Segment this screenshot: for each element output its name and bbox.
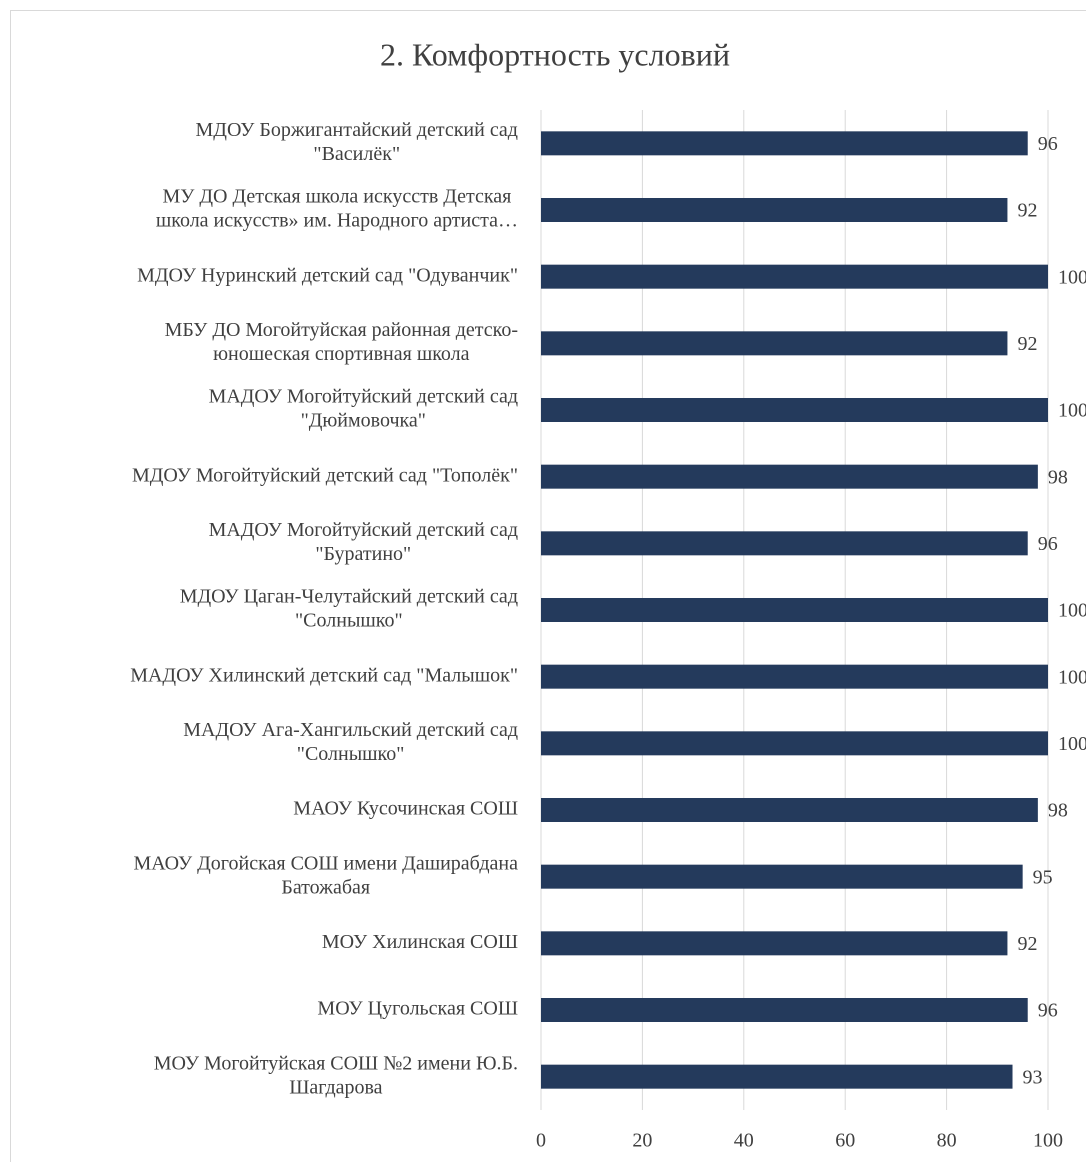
bar — [541, 1064, 1013, 1089]
y-tick-label: МАОУ Кусочинская СОШ — [293, 798, 518, 820]
y-tick-label: МАОУ Догойская СОШ имени Даширабдана — [133, 852, 518, 874]
data-label: 98 — [1048, 466, 1068, 488]
x-tick-label: 80 — [937, 1130, 957, 1152]
y-tick-label: МОУ Могойтуйская СОШ №2 имени Ю.Б. — [154, 1052, 518, 1074]
y-tick-label: МУ ДО Детская школа искусств Детская — [162, 186, 511, 208]
data-label: 100 — [1058, 266, 1086, 288]
bar — [541, 131, 1028, 156]
y-tick-label: Батожабая — [281, 876, 370, 898]
y-tick-label: МБУ ДО Могойтуйская районная детско- — [165, 319, 518, 341]
bar — [541, 464, 1038, 489]
data-label: 100 — [1058, 733, 1086, 755]
y-tick-label: юношеская спортивная школа — [213, 343, 470, 365]
y-tick-label: школа искусств» им. Народного артиста… — [156, 210, 518, 232]
bar — [541, 731, 1048, 756]
y-tick-label: "Солнышко" — [295, 610, 403, 632]
y-tick-label: МДОУ Боржигантайский детский сад — [196, 119, 518, 141]
y-tick-label: МДОУ Цаган-Челутайский детский сад — [180, 586, 518, 608]
bar — [541, 264, 1048, 289]
bar — [541, 864, 1023, 889]
y-tick-label: МАДОУ Могойтуйский детский сад — [209, 519, 518, 541]
y-tick-label: Шагдарова — [289, 1076, 382, 1098]
data-label: 92 — [1017, 200, 1037, 222]
data-label: 95 — [1033, 866, 1053, 888]
data-label: 93 — [1023, 1066, 1043, 1088]
y-tick-label: МАДОУ Ага-Хангильский детский сад — [183, 719, 518, 741]
y-tick-label: МДОУ Нуринский детский сад "Одуванчик" — [137, 264, 518, 286]
data-label: 96 — [1038, 1000, 1058, 1022]
bar — [541, 931, 1008, 956]
y-tick-label: "Дюймовочка" — [301, 410, 426, 432]
data-label: 100 — [1058, 400, 1086, 422]
y-tick-label: "Буратино" — [315, 543, 411, 565]
x-tick-label: 0 — [536, 1130, 546, 1152]
x-tick-label: 60 — [835, 1130, 855, 1152]
y-tick-label: МАДОУ Хилинский детский сад "Малышок" — [130, 664, 518, 686]
x-tick-label: 40 — [734, 1130, 754, 1152]
data-label: 100 — [1058, 666, 1086, 688]
data-label: 92 — [1017, 933, 1037, 955]
x-tick-label: 20 — [632, 1130, 652, 1152]
bar — [541, 398, 1048, 422]
x-tick-label: 100 — [1033, 1130, 1063, 1152]
chart-border — [10, 10, 1086, 1162]
y-tick-label: "Солнышко" — [297, 743, 405, 765]
chart-title: 2. Комфортность условий — [380, 36, 730, 72]
bar — [541, 664, 1048, 689]
data-label: 100 — [1058, 600, 1086, 622]
bar — [541, 998, 1028, 1022]
bar — [541, 798, 1038, 822]
y-tick-label: МОУ Хилинская СОШ — [322, 931, 518, 953]
bar — [541, 198, 1008, 222]
bar — [541, 531, 1028, 556]
y-tick-label: МАДОУ Могойтуйский детский сад — [209, 386, 518, 408]
data-label: 96 — [1038, 533, 1058, 555]
bar — [541, 598, 1048, 622]
y-tick-label: МДОУ Могойтуйский детский сад "Тополёк" — [132, 464, 518, 486]
data-label: 96 — [1038, 133, 1058, 155]
y-tick-label: МОУ Цугольская СОШ — [317, 998, 518, 1020]
data-label: 92 — [1017, 333, 1037, 355]
bar — [541, 331, 1008, 356]
data-label: 98 — [1048, 800, 1068, 822]
y-tick-label: "Василёк" — [313, 143, 400, 165]
